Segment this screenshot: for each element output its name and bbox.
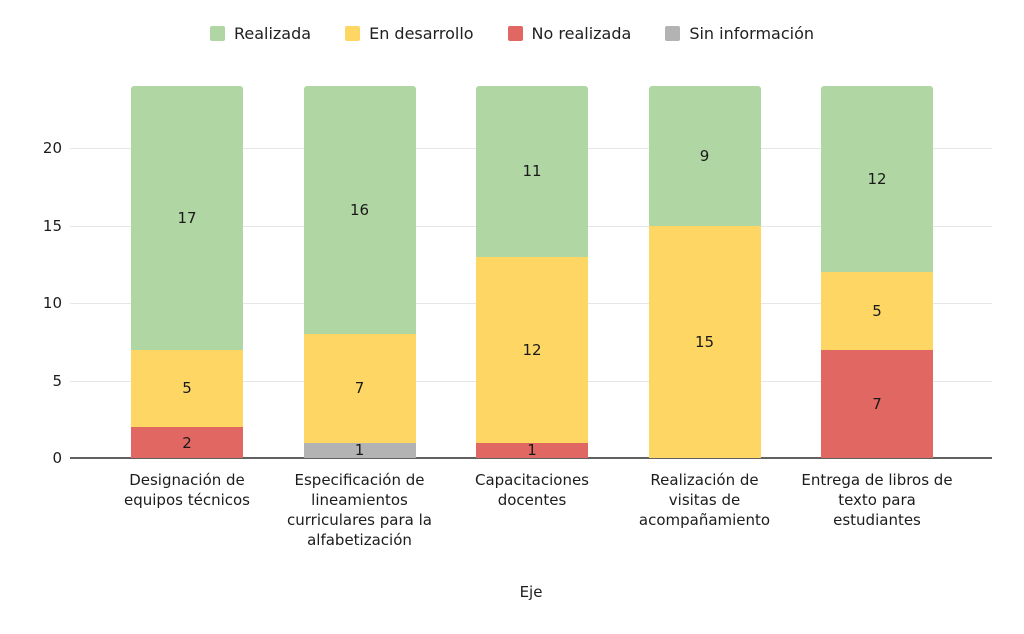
segment-value-label: 2 — [182, 433, 192, 452]
x-axis-title: Eje — [519, 583, 543, 601]
x-axis-label-designacion-de: Designación de equipos técnicos — [124, 471, 250, 509]
x-axis-label-realizacion-de: Realización de visitas de acompañamiento — [638, 471, 771, 529]
segment-value-label: 12 — [867, 170, 887, 188]
bar-5-segment-no-realizada: 7 — [821, 349, 933, 458]
legend-swatch-no-realizada — [507, 26, 523, 41]
bar-3-segment-realizada: 11 — [476, 86, 588, 257]
segment-value-label: 15 — [694, 332, 715, 351]
legend-item-realizada: Realizada — [209, 24, 312, 43]
bar-5-segment-en-desarrollo: 5 — [821, 272, 933, 350]
legend-item-no-realizada: No realizada — [507, 24, 632, 43]
legend-swatch-realizada — [209, 26, 225, 41]
legend-swatch-sin-informacion — [665, 26, 681, 41]
bar-2-segment-sin-informacion: 1 — [303, 441, 416, 460]
segment-value-label: 5 — [872, 301, 882, 320]
x-axis-baseline — [70, 457, 992, 459]
bar-2-segment-realizada: 16 — [303, 86, 416, 334]
bar-5-segment-realizada: 12 — [821, 86, 933, 272]
y-tick-label-0: 0 — [52, 449, 62, 467]
bar-2-segment-en-desarrollo: 7 — [303, 334, 416, 443]
legend-label: En desarrollo — [369, 24, 474, 43]
y-tick-label-10: 10 — [42, 294, 62, 312]
legend-item-sin-informacion: Sin información — [665, 24, 814, 43]
bar-1-segment-no-realizada: 2 — [131, 427, 243, 458]
chart-legend: Realizada En desarrollo No realizada Sin in… — [0, 24, 1024, 43]
legend-swatch-en-desarrollo — [345, 26, 361, 41]
segment-value-label: 1 — [354, 441, 365, 460]
segment-value-label: 7 — [872, 394, 882, 413]
bar-4-segment-en-desarrollo: 15 — [648, 225, 761, 458]
segment-value-label: 7 — [354, 379, 365, 398]
segment-value-label: 9 — [699, 146, 710, 165]
segment-value-label: 12 — [522, 340, 542, 359]
legend-label: Realizada — [233, 24, 312, 43]
bar-1-segment-en-desarrollo: 5 — [131, 349, 243, 427]
y-tick-label-5: 5 — [52, 371, 62, 390]
bar-3-segment-en-desarrollo: 12 — [476, 256, 588, 443]
segment-value-label: 1 — [527, 441, 537, 460]
bar-1-segment-realizada: 17 — [131, 86, 243, 350]
segment-value-label: 11 — [522, 162, 542, 181]
x-axis-label-capacitaciones-docentes: Capacitaciones docentes — [474, 471, 589, 509]
legend-item-en-desarrollo: En desarrollo — [345, 24, 474, 43]
y-tick-label-20: 20 — [42, 139, 62, 157]
segment-value-label: 16 — [349, 201, 370, 219]
bar-4-segment-realizada: 9 — [648, 86, 761, 226]
bar-3-segment-no-realizada: 1 — [476, 441, 588, 460]
segment-value-label: 17 — [177, 208, 197, 227]
y-tick-label-15: 15 — [42, 216, 62, 235]
x-axis-label-especificacion-de: Especificación de lineamientos curricula… — [287, 471, 432, 549]
segment-value-label: 5 — [182, 379, 192, 398]
legend-label: Sin información — [689, 24, 815, 43]
legend-label: No realizada — [531, 24, 632, 43]
x-axis-label-entrega-de: Entrega de libros de texto para estudian… — [801, 471, 953, 529]
